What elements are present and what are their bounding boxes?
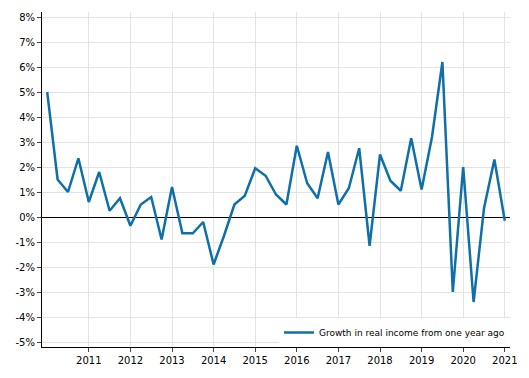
- svg-text:4%: 4%: [19, 112, 35, 123]
- svg-text:Growth in real income from one: Growth in real income from one year ago: [319, 328, 505, 338]
- svg-text:5%: 5%: [19, 87, 35, 98]
- svg-text:-1%: -1%: [16, 237, 35, 248]
- svg-text:2018: 2018: [367, 355, 392, 366]
- svg-text:-4%: -4%: [16, 312, 35, 323]
- svg-text:2011: 2011: [76, 355, 101, 366]
- svg-text:-5%: -5%: [16, 337, 35, 348]
- svg-text:3%: 3%: [19, 137, 35, 148]
- svg-text:2019: 2019: [409, 355, 434, 366]
- svg-text:2016: 2016: [284, 355, 309, 366]
- svg-text:2014: 2014: [201, 355, 226, 366]
- svg-text:2012: 2012: [118, 355, 143, 366]
- svg-text:2017: 2017: [326, 355, 351, 366]
- svg-text:2%: 2%: [19, 162, 35, 173]
- svg-text:2015: 2015: [242, 355, 267, 366]
- svg-text:-2%: -2%: [16, 262, 35, 273]
- svg-text:2021: 2021: [492, 355, 517, 366]
- svg-text:2013: 2013: [159, 355, 184, 366]
- svg-text:2020: 2020: [450, 355, 475, 366]
- svg-text:8%: 8%: [19, 12, 35, 23]
- svg-text:7%: 7%: [19, 37, 35, 48]
- svg-text:0%: 0%: [19, 212, 35, 223]
- svg-text:6%: 6%: [19, 62, 35, 73]
- svg-text:-3%: -3%: [16, 287, 35, 298]
- svg-text:1%: 1%: [19, 187, 35, 198]
